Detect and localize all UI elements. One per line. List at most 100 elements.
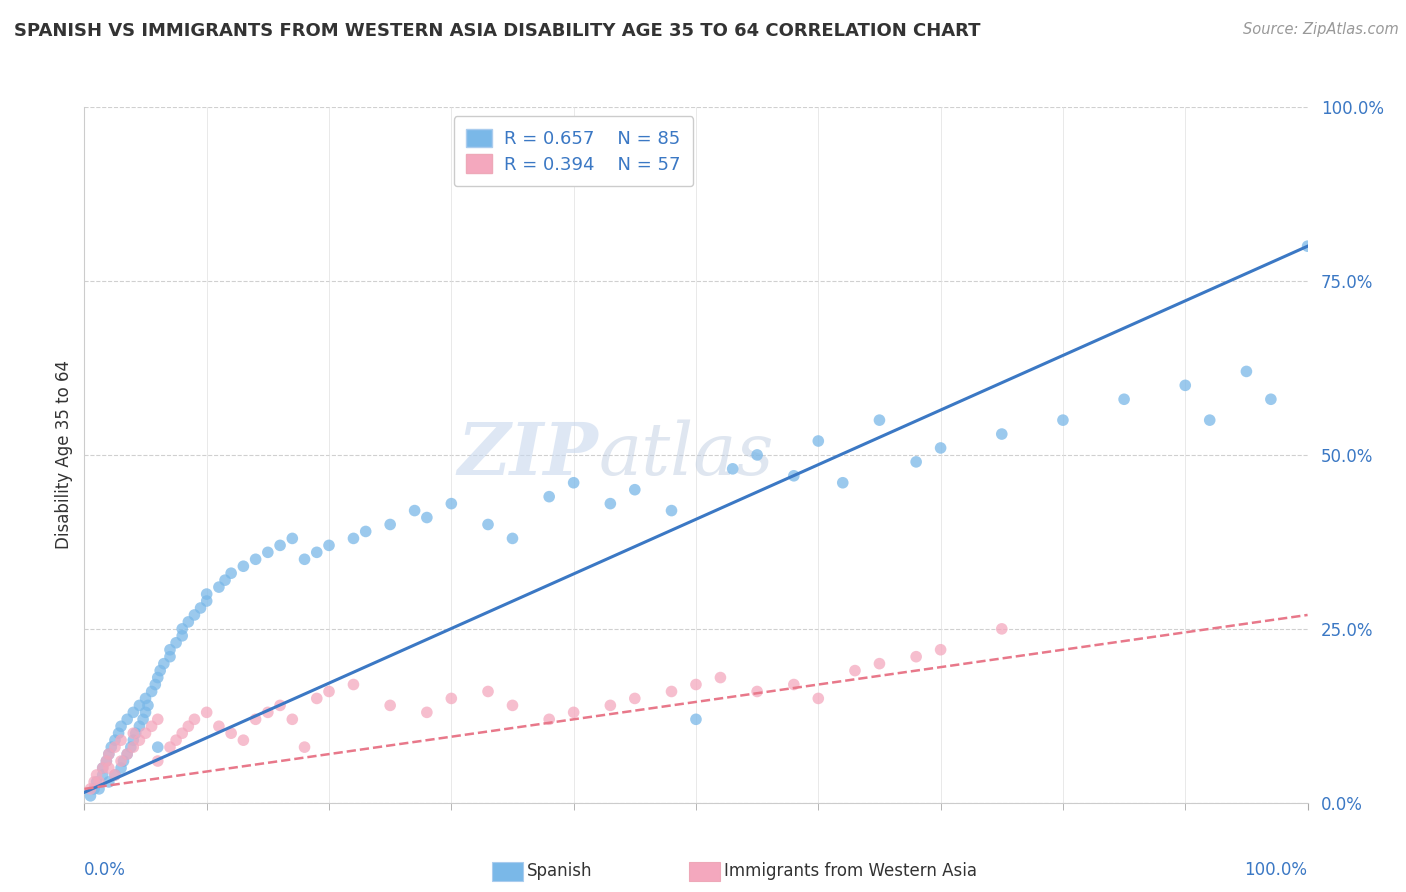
Point [146,671,169,685]
Point [380,698,402,713]
Point [709,671,731,685]
Point [87,781,110,796]
Point [86,768,108,782]
Point [128,698,150,713]
Point [538,490,561,504]
Point [1234,364,1257,378]
Point [318,538,340,552]
Point [87,775,110,789]
Point [1260,392,1282,407]
Point [269,698,291,713]
Point [190,601,212,615]
Point [380,517,402,532]
Point [685,677,707,691]
Point [869,413,891,427]
Point [477,517,499,532]
Point [177,719,200,733]
Point [844,664,866,678]
Point [232,733,254,747]
Point [929,441,952,455]
Point [135,706,157,720]
Point [91,761,114,775]
Point [149,664,172,678]
Legend: R = 0.657    N = 85, R = 0.394    N = 57: R = 0.657 N = 85, R = 0.394 N = 57 [454,116,693,186]
Point [195,587,218,601]
Point [120,740,142,755]
Point [305,545,328,559]
Point [440,497,463,511]
Point [1052,413,1074,427]
Point [599,698,621,713]
Point [115,747,138,761]
Point [132,712,155,726]
Point [281,712,304,726]
Point [159,642,181,657]
Point [404,503,426,517]
Point [1198,413,1220,427]
Point [91,768,114,782]
Point [269,538,291,552]
Point [305,691,328,706]
Point [661,503,683,517]
Point [115,712,138,726]
Point [831,475,853,490]
Point [905,649,928,664]
Point [342,532,364,546]
Point [562,706,585,720]
Point [172,622,194,636]
Text: SPANISH VS IMMIGRANTS FROM WESTERN ASIA DISABILITY AGE 35 TO 64 CORRELATION CHAR: SPANISH VS IMMIGRANTS FROM WESTERN ASIA … [14,22,980,40]
Point [294,740,316,755]
Point [110,761,132,775]
Point [110,733,132,747]
Point [141,684,163,698]
Text: Source: ZipAtlas.com: Source: ZipAtlas.com [1243,22,1399,37]
Point [79,781,101,796]
Point [83,781,105,796]
Point [107,726,129,740]
Point [104,768,127,782]
Point [172,726,194,740]
Text: ZIP: ZIP [457,419,598,491]
Point [416,510,439,524]
Point [905,455,928,469]
Point [219,566,242,581]
Point [1296,239,1319,253]
Point [146,754,169,768]
Point [783,677,806,691]
Point [747,448,769,462]
Point [807,434,830,448]
Point [661,684,683,698]
Y-axis label: Disability Age 35 to 64: Disability Age 35 to 64 [55,360,73,549]
Point [1114,392,1136,407]
Point [86,775,108,789]
Point [104,733,127,747]
Point [685,712,707,726]
Point [538,712,561,726]
Point [869,657,891,671]
Point [501,532,523,546]
Point [97,761,120,775]
Point [135,691,157,706]
Point [624,483,647,497]
Point [219,726,242,740]
Point [115,747,138,761]
Point [991,622,1014,636]
Text: Spanish: Spanish [527,863,593,880]
Point [354,524,377,539]
Point [97,747,120,761]
Point [721,462,744,476]
Point [128,733,150,747]
Text: atlas: atlas [598,419,773,491]
Point [214,573,236,587]
Point [783,468,806,483]
Point [245,712,267,726]
Point [245,552,267,566]
Point [112,754,135,768]
Point [416,706,439,720]
Point [125,726,148,740]
Point [257,545,280,559]
Point [146,712,169,726]
Text: 100.0%: 100.0% [1244,861,1308,879]
Point [501,698,523,713]
Point [97,747,120,761]
